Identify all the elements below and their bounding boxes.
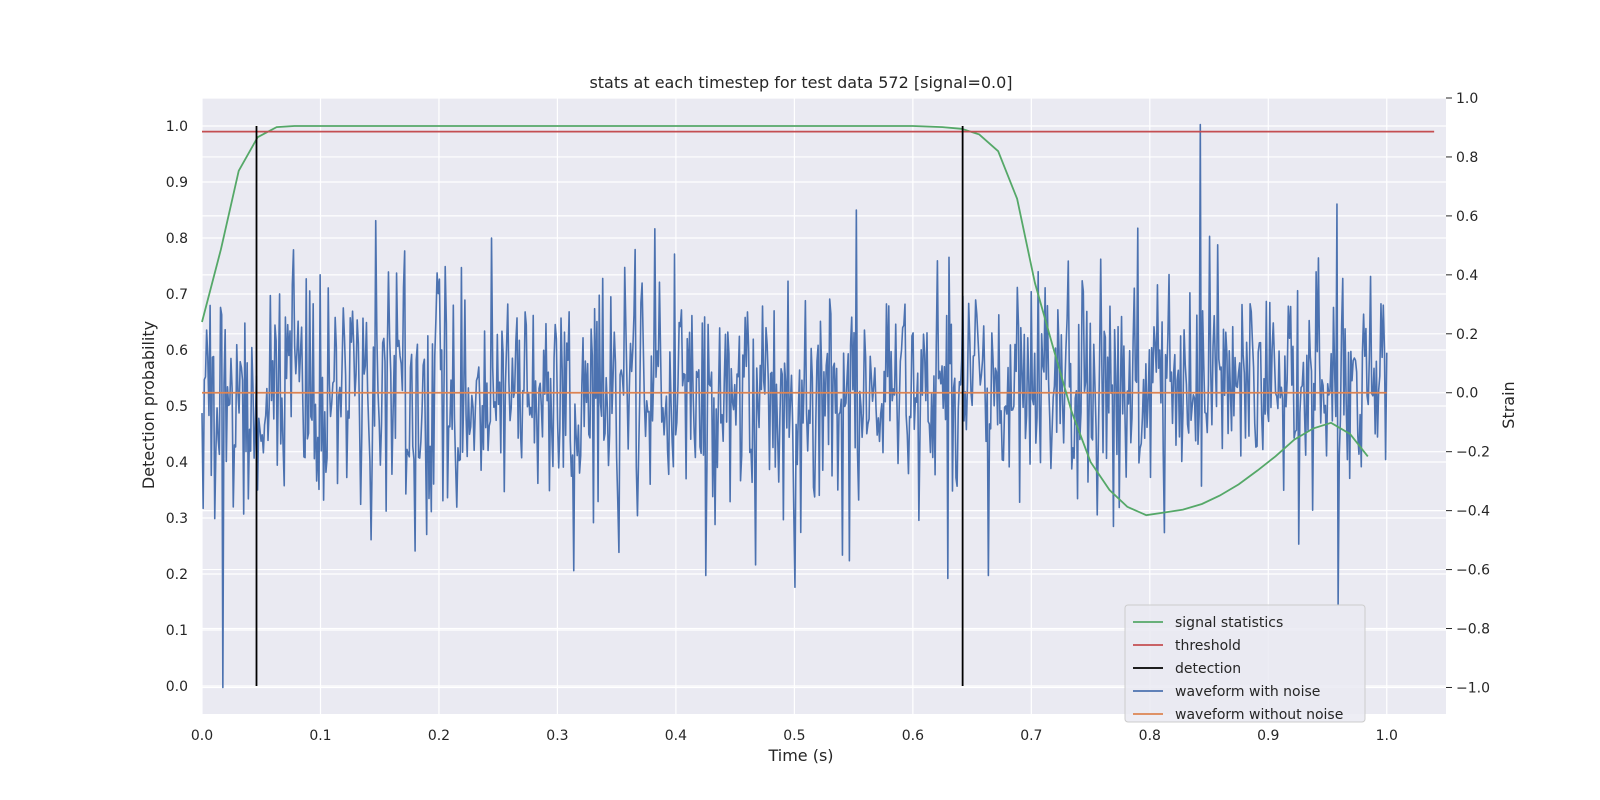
y2-tick-label: 0.8 — [1456, 150, 1478, 166]
legend-label: detection — [1175, 661, 1241, 677]
x-tick-label: 1.0 — [1376, 728, 1398, 744]
y-tick-label: 0.8 — [166, 231, 188, 247]
y-tick-label: 0.7 — [166, 287, 188, 303]
y2-axis-label: Strain — [1499, 381, 1518, 428]
legend-label: signal statistics — [1175, 615, 1283, 631]
y-tick-label: 0.0 — [166, 679, 188, 695]
y-tick-label: 0.5 — [166, 399, 188, 415]
x-tick-label: 0.0 — [191, 728, 213, 744]
y2-tick-label: −1.0 — [1456, 680, 1490, 696]
y2-tick-label: −0.6 — [1456, 563, 1490, 579]
y2-tick-label: 0.0 — [1456, 386, 1478, 402]
x-tick-label: 0.5 — [783, 728, 805, 744]
series-layer — [201, 123, 1435, 689]
chart-title: stats at each timestep for test data 572… — [589, 73, 1012, 92]
x-tick-label: 0.2 — [428, 728, 450, 744]
x-tick-label: 0.7 — [1020, 728, 1042, 744]
x-axis-ticks: 0.0 0.1 0.2 0.3 0.4 0.5 0.6 0.7 0.8 0.9 1.0 — [191, 728, 1398, 744]
legend: signal statistics threshold detection wavef… — [1124, 604, 1366, 723]
x-tick-label: 0.6 — [902, 728, 924, 744]
y-tick-label: 0.6 — [166, 343, 188, 359]
legend-label: threshold — [1175, 638, 1241, 654]
legend-frame — [1124, 604, 1366, 723]
x-tick-label: 0.1 — [309, 728, 331, 744]
y2-tick-label: 0.2 — [1456, 327, 1478, 343]
y2-axis-ticks: −1.0 −0.8 −0.6 −0.4 −0.2 0.0 0.2 0.4 0.6 0.8 1.0 — [1446, 91, 1490, 696]
y2-tick-label: −0.4 — [1456, 504, 1490, 520]
y2-tick-label: −0.8 — [1456, 622, 1490, 638]
legend-label: waveform without noise — [1175, 707, 1343, 723]
x-tick-label: 0.9 — [1257, 728, 1279, 744]
y-tick-label: 0.3 — [166, 511, 188, 527]
y2-tick-label: −0.2 — [1456, 445, 1490, 461]
x-tick-label: 0.3 — [546, 728, 568, 744]
y2-tick-label: 0.6 — [1456, 209, 1478, 225]
y-tick-label: 0.4 — [166, 455, 188, 471]
x-tick-label: 0.8 — [1139, 728, 1161, 744]
y-tick-label: 0.2 — [166, 567, 188, 583]
y2-tick-label: 1.0 — [1456, 91, 1478, 107]
y-axis-label: Detection probability — [139, 321, 158, 489]
y-tick-label: 0.1 — [166, 623, 188, 639]
legend-label: waveform with noise — [1175, 684, 1320, 700]
x-axis-label: Time (s) — [767, 746, 833, 765]
y-tick-label: 0.9 — [166, 175, 188, 191]
x-tick-label: 0.4 — [665, 728, 687, 744]
series-waveform-with-noise — [201, 123, 1388, 689]
y-axis-ticks: 0.0 0.1 0.2 0.3 0.4 0.5 0.6 0.7 0.8 0.9 1.0 — [166, 119, 188, 695]
series-signal-statistics — [201, 125, 1369, 517]
y2-tick-label: 0.4 — [1456, 268, 1478, 284]
y-tick-label: 1.0 — [166, 119, 188, 135]
